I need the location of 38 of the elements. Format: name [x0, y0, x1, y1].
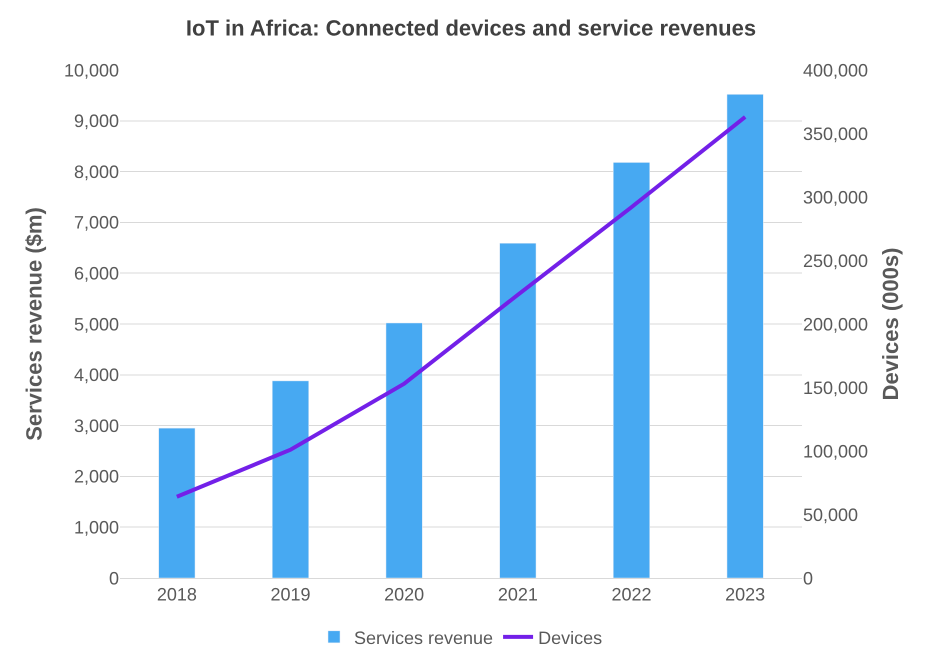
y2-tick-label: 300,000: [803, 187, 868, 208]
legend-label: Devices: [538, 628, 602, 648]
y2-tick-label: 100,000: [803, 441, 868, 462]
y-tick-label: 3,000: [74, 416, 119, 436]
y-tick-label: 7,000: [74, 212, 119, 233]
y2-tick-label: 250,000: [803, 250, 868, 271]
y-tick-label: 6,000: [74, 264, 119, 284]
bar: [499, 242, 536, 578]
legend-label: Services revenue: [354, 628, 494, 648]
y-tick-label: 9,000: [74, 111, 119, 132]
y2-tick-label: 350,000: [803, 124, 868, 144]
y-tick-label: 2,000: [74, 466, 119, 487]
x-tick-label: 2018: [156, 584, 197, 605]
y-tick-label: 8,000: [74, 162, 119, 182]
x-tick-label: 2022: [611, 584, 652, 605]
bar: [272, 380, 309, 578]
bar: [386, 322, 423, 578]
bar: [158, 428, 196, 578]
x-tick-label: 2021: [498, 584, 538, 605]
y2-tick-label: 200,000: [803, 314, 868, 334]
x-tick-label: 2023: [725, 584, 766, 605]
bar: [613, 162, 650, 578]
y-axis-title: Services revenue ($m): [22, 207, 47, 441]
y-tick-label: 4,000: [74, 365, 119, 386]
y2-tick-label: 400,000: [803, 60, 868, 80]
chart-title: IoT in Africa: Connected devices and service revenues: [186, 15, 756, 40]
y2-tick-label: 150,000: [803, 378, 868, 398]
bar: [726, 94, 764, 578]
y-tick-label: 5,000: [74, 314, 119, 334]
y2-tick-label: 50,000: [803, 504, 858, 525]
y-tick-label: 1,000: [74, 518, 119, 538]
y2-axis-title: Devices (000s): [878, 248, 903, 400]
y-tick-label: 0: [108, 568, 119, 588]
x-tick-label: 2020: [384, 584, 424, 605]
y2-tick-label: 0: [803, 568, 814, 588]
x-tick-label: 2019: [270, 584, 311, 605]
y-tick-label: 10,000: [64, 60, 119, 80]
line-series: [174, 114, 748, 499]
